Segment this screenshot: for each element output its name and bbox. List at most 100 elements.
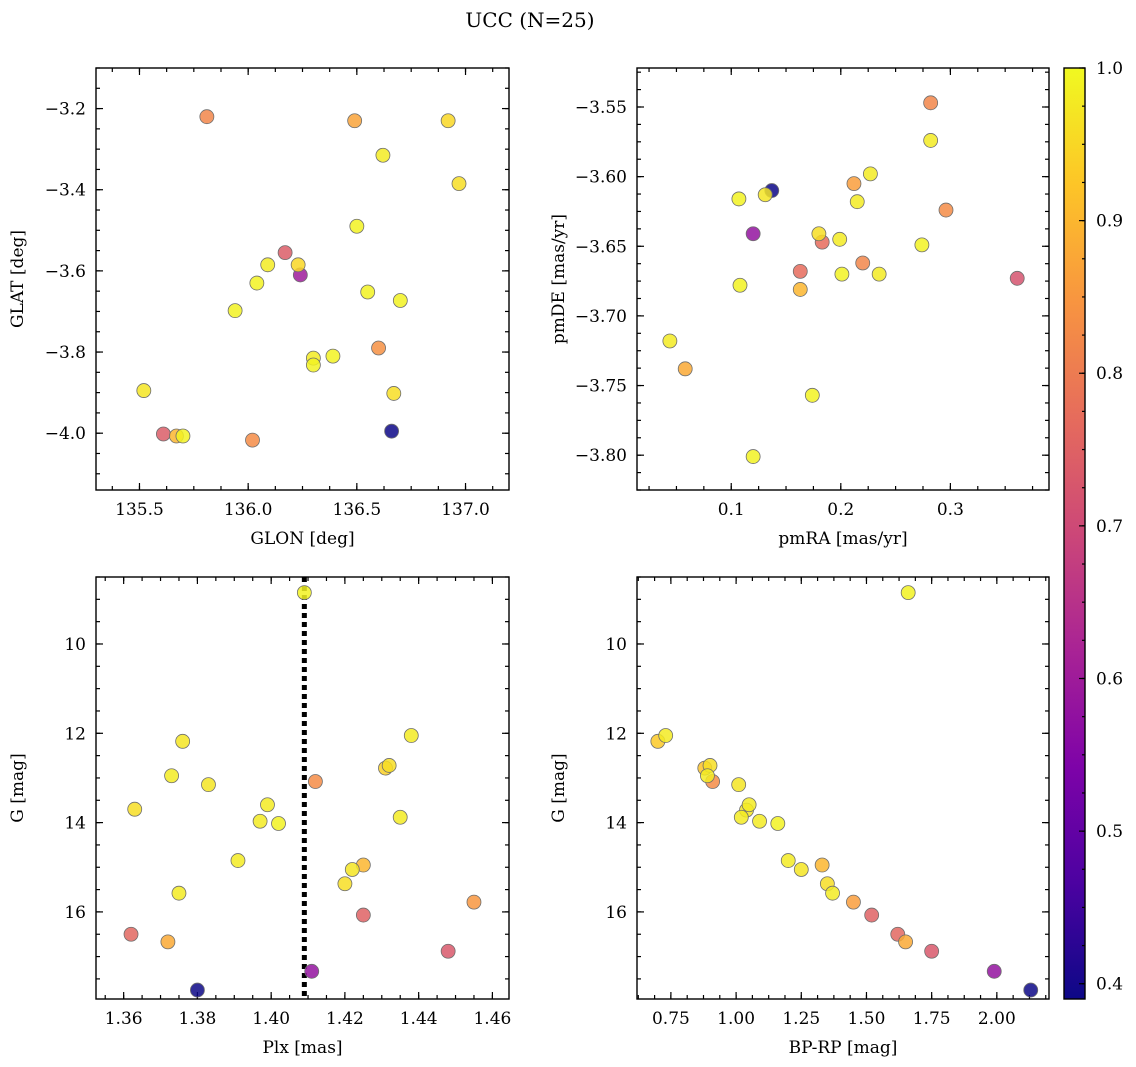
scatter-point xyxy=(190,982,205,998)
scatter-point xyxy=(305,357,321,373)
scatter-point xyxy=(375,147,391,163)
scatter-point xyxy=(658,728,674,743)
scatter-point xyxy=(846,894,861,910)
x-tick-label: 1.50 xyxy=(848,1009,886,1029)
y-tick-label: −3.8 xyxy=(45,343,86,363)
scatter-point xyxy=(123,926,139,942)
scatter-point xyxy=(804,387,820,403)
y-tick-label: −3.65 xyxy=(575,237,627,257)
scatter-point xyxy=(832,231,848,247)
y-tick-label: −3.6 xyxy=(45,262,86,282)
scatter-point xyxy=(732,277,748,293)
scatter-point xyxy=(849,194,865,210)
scatter-point xyxy=(386,386,402,401)
scatter-point xyxy=(986,963,1002,979)
scatter-point xyxy=(403,728,419,743)
scatter-point xyxy=(290,257,306,273)
scatter-point xyxy=(201,777,216,793)
y-axis-label: GLAT [deg] xyxy=(8,230,28,328)
y-tick-label: 14 xyxy=(64,814,86,834)
scatter-point xyxy=(171,885,187,901)
scatter-point xyxy=(792,282,808,297)
colorbar-tick-label: 0.8 xyxy=(1096,364,1123,384)
panel-glon-glat: 135.5 136.0 136.5 137.0 −3.2 −3.4 −3.6 −3.8 −4.0… xyxy=(8,67,510,549)
scatter-point xyxy=(1009,270,1025,286)
y-tick-label: −3.75 xyxy=(575,377,627,397)
scatter-point xyxy=(451,176,467,192)
scatter-point xyxy=(914,237,930,253)
colorbar-tick-label: 0.6 xyxy=(1096,669,1123,689)
scatter-point xyxy=(337,876,353,892)
scatter-point xyxy=(811,226,827,242)
x-tick-label: 137.0 xyxy=(441,500,490,520)
x-tick-label: 0.75 xyxy=(652,1009,690,1029)
scatter-point xyxy=(160,934,176,950)
colorbar-tick-label: 1.0 xyxy=(1096,59,1123,79)
scatter-point xyxy=(745,449,761,464)
x-tick-label: 0.2 xyxy=(827,500,854,520)
scatter-point xyxy=(252,813,268,829)
scatter-point xyxy=(745,226,761,242)
scatter-point xyxy=(127,801,143,817)
scatter-point xyxy=(731,777,747,793)
scatter-point xyxy=(780,853,796,868)
scatter-point xyxy=(371,340,386,356)
x-axis-label: pmRA [mas/yr] xyxy=(778,529,907,549)
y-tick-label: −3.60 xyxy=(575,168,627,188)
scatter-point xyxy=(392,293,408,308)
scatter-point xyxy=(199,109,215,125)
scatter-point xyxy=(381,758,397,773)
x-axis-label: GLON [deg] xyxy=(250,529,354,549)
scatter-point xyxy=(355,907,371,923)
scatter-point xyxy=(304,963,320,979)
figure-title: UCC (N=25) xyxy=(465,8,594,32)
x-tick-label: 2.00 xyxy=(978,1009,1016,1029)
x-tick-label: 1.38 xyxy=(178,1009,216,1029)
x-axis-label: Plx [mas] xyxy=(262,1038,342,1058)
y-tick-label: 10 xyxy=(605,635,627,655)
x-tick-label: 136.5 xyxy=(333,500,382,520)
scatter-point xyxy=(900,585,916,601)
x-tick-label: 0.1 xyxy=(718,500,745,520)
scatter-point xyxy=(924,943,940,959)
y-tick-label: −3.55 xyxy=(575,98,627,118)
scatter-point xyxy=(793,862,809,877)
scatter-point xyxy=(898,934,913,950)
scatter-point xyxy=(770,816,786,831)
panel-plx-g: 1.36 1.38 1.40 1.42 1.44 1.46 10 12 14 16 Plx [mas… xyxy=(8,576,511,1058)
y-axis-label: G [mag] xyxy=(8,753,28,822)
scatter-point xyxy=(245,432,260,448)
colorbar-tick-label: 0.4 xyxy=(1096,975,1123,995)
scatter-point xyxy=(360,284,376,300)
plot-frame xyxy=(636,67,1050,491)
scatter-point xyxy=(249,275,265,291)
scatter-point xyxy=(862,166,878,182)
scatter-point xyxy=(938,202,954,218)
scatter-point xyxy=(814,857,830,873)
x-tick-label: 1.25 xyxy=(782,1009,820,1029)
scatter-point xyxy=(271,816,286,831)
colorbar-tick-label: 0.5 xyxy=(1096,822,1123,842)
x-tick-label: 135.5 xyxy=(115,500,164,520)
scatter-point xyxy=(347,113,363,129)
y-tick-label: 12 xyxy=(64,724,86,744)
y-tick-label: −4.0 xyxy=(45,424,86,444)
y-tick-label: −3.70 xyxy=(575,307,627,327)
x-tick-label: 1.46 xyxy=(473,1009,511,1029)
scatter-point xyxy=(752,813,767,829)
colorbar-gradient xyxy=(1064,68,1085,999)
scatter-point xyxy=(440,113,456,129)
scatter-point xyxy=(466,894,482,910)
x-tick-label: 1.42 xyxy=(326,1009,364,1029)
x-tick-label: 1.36 xyxy=(105,1009,143,1029)
scatter-point xyxy=(792,263,808,279)
scatter-point xyxy=(308,774,323,789)
scatter-point xyxy=(846,176,862,191)
y-tick-label: 12 xyxy=(605,724,627,744)
x-tick-label: 0.3 xyxy=(937,500,964,520)
scatter-point xyxy=(296,585,312,601)
scatter-point xyxy=(677,361,693,377)
scatter-point xyxy=(825,885,840,901)
scatter-point xyxy=(741,797,757,813)
x-tick-label: 1.44 xyxy=(400,1009,438,1029)
